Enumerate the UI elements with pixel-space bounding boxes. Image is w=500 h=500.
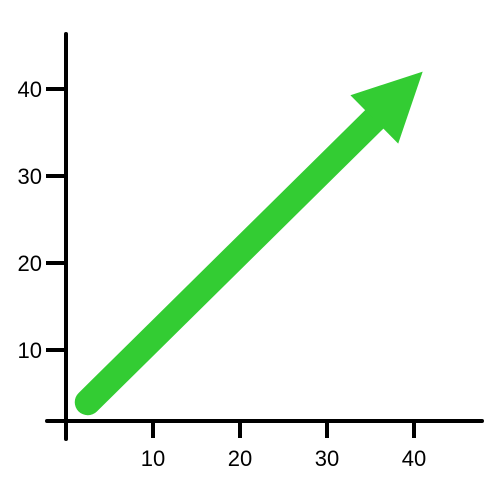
x-tick-label: 40 — [402, 446, 426, 471]
y-tick-label: 20 — [18, 251, 42, 276]
arrow-head — [350, 71, 423, 144]
y-tick-label: 40 — [18, 77, 42, 102]
series-layer — [74, 71, 423, 416]
x-tick-label: 10 — [141, 446, 165, 471]
y-tick-label: 10 — [18, 338, 42, 363]
x-tick-label: 20 — [228, 446, 252, 471]
arrow-shaft — [74, 102, 392, 416]
axes — [45, 32, 484, 441]
y-tick-label: 30 — [18, 164, 42, 189]
x-ticks: 10 20 30 40 — [141, 421, 426, 471]
y-ticks: 10 20 30 40 — [18, 77, 66, 363]
x-tick-label: 30 — [315, 446, 339, 471]
